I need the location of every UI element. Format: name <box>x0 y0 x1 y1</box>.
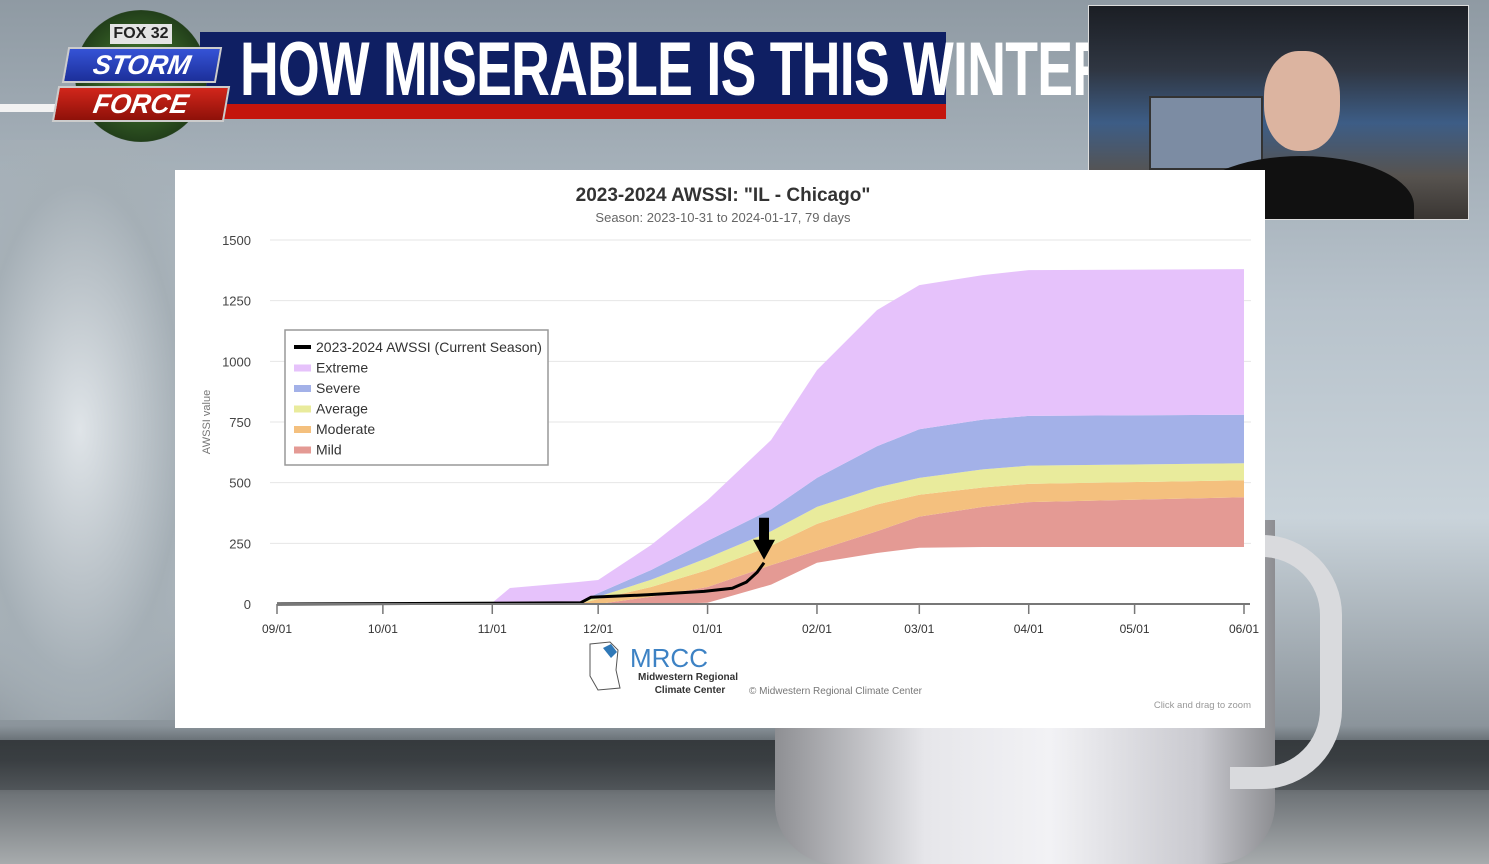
x-tick-label: 05/01 <box>1120 622 1150 636</box>
presenter-webcam <box>1088 5 1469 220</box>
y-tick-label: 0 <box>244 597 251 612</box>
band-mild <box>492 497 1245 604</box>
x-tick-label: 10/01 <box>368 622 398 636</box>
band-severe <box>492 414 1245 604</box>
y-tick-label: 500 <box>229 476 251 491</box>
banner-accent-line <box>0 104 60 112</box>
studio-screen <box>1149 96 1263 170</box>
y-tick-label: 1000 <box>222 354 251 369</box>
x-tick-label: 09/01 <box>262 622 292 636</box>
legend-label: Mild <box>316 442 342 458</box>
x-tick-label: 02/01 <box>802 622 832 636</box>
y-tick-label: 250 <box>229 536 251 551</box>
chart-subtitle: Season: 2023-10-31 to 2024-01-17, 79 day… <box>595 210 851 225</box>
legend-label: Moderate <box>316 421 375 437</box>
legend-label: 2023-2024 AWSSI (Current Season) <box>316 339 542 355</box>
credit-text: © Midwestern Regional Climate Center <box>749 686 923 697</box>
legend-swatch-mild <box>294 446 311 454</box>
legend: 2023-2024 AWSSI (Current Season) Extreme S… <box>284 329 549 466</box>
legend-label: Extreme <box>316 360 368 376</box>
current-season-line <box>276 561 766 606</box>
y-tick-label: 1250 <box>222 294 251 309</box>
legend-label: Average <box>316 401 368 417</box>
zoom-hint: Click and drag to zoom <box>1154 700 1251 711</box>
mrcc-line2: Climate Center <box>655 685 726 696</box>
logo-storm: STORM <box>61 47 223 83</box>
mrcc-logo: MRCC Midwestern Regional Climate Center <box>589 641 738 696</box>
legend-swatch-severe <box>294 385 311 392</box>
headline-text: HOW MISERABLE IS THIS WINTER? <box>240 27 1143 112</box>
x-tick-label: 11/01 <box>478 622 507 636</box>
mrcc-line1: Midwestern Regional <box>638 672 738 683</box>
logo-force: FORCE <box>51 86 231 122</box>
legend-label: Severe <box>316 380 361 396</box>
x-tick-label: 06/01 <box>1229 622 1259 636</box>
legend-swatch-moderate <box>294 426 311 433</box>
mrcc-acronym: MRCC <box>630 643 708 673</box>
headline-stripe <box>200 104 946 119</box>
logo-fox32: FOX 32 <box>110 24 172 44</box>
background-blur <box>0 140 200 720</box>
presenter-head <box>1264 51 1340 151</box>
chart-title: 2023-2024 AWSSI: "IL - Chicago" <box>576 185 871 206</box>
y-tick-label: 1500 <box>222 233 251 248</box>
awssi-chart: 2023-2024 AWSSI: "IL - Chicago" Season: … <box>175 170 1265 728</box>
legend-swatch-line <box>294 345 311 349</box>
headline-banner <box>200 32 946 104</box>
x-tick-label: 03/01 <box>904 622 934 636</box>
y-tick-label: 750 <box>229 415 251 430</box>
x-tick-label: 12/01 <box>583 622 613 636</box>
x-tick-label: 04/01 <box>1014 622 1044 636</box>
legend-swatch-extreme <box>294 364 311 372</box>
legend-swatch-average <box>294 405 311 413</box>
arrow-down-annotation <box>753 517 776 560</box>
band-moderate <box>492 480 1245 604</box>
chart-svg[interactable]: 2023-2024 AWSSI: "IL - Chicago" Season: … <box>175 170 1265 728</box>
storm-force-logo: FOX 32 STORM FORCE <box>51 8 231 148</box>
band-average <box>492 463 1245 604</box>
band-extreme <box>492 269 1245 604</box>
x-tick-label: 01/01 <box>693 622 723 636</box>
y-axis-label: AWSSI value <box>201 390 213 454</box>
